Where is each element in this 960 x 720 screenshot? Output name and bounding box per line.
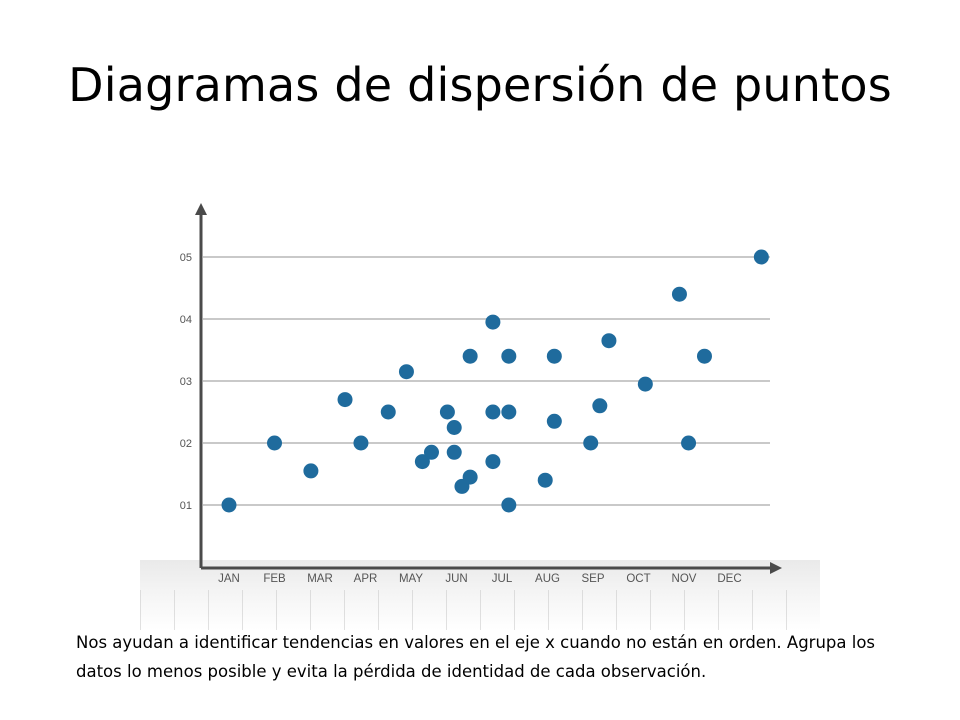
x-tick-label-jan: JAN [218, 573, 240, 585]
x-tick-label-jun: JUN [445, 573, 467, 585]
slide-title: Diagramas de dispersión de puntos [68, 58, 892, 112]
slide-caption: Nos ayudan a identificar tendencias en v… [76, 633, 876, 681]
scatter-point [446, 420, 462, 435]
x-tick-label-dec: DEC [717, 573, 741, 585]
scatter-point [337, 392, 353, 408]
scatter-point [546, 348, 562, 364]
x-tick-labels: JAN FEB MAR APR MAY JUN JUL AUG SEP OCT NOV DEC [218, 573, 742, 585]
scatter-point [537, 472, 553, 488]
y-tick-label: 05 [180, 252, 192, 264]
scatter-point [592, 398, 608, 414]
x-tick-label-oct: OCT [626, 573, 650, 585]
scatter-point [485, 454, 501, 470]
scatter-point [671, 286, 687, 302]
scatter-point [439, 404, 455, 420]
x-tick-label-mar: MAR [307, 573, 333, 585]
scatter-point [753, 249, 769, 265]
x-tick-label-jul: JUL [492, 573, 513, 585]
x-tick-label-may: MAY [399, 573, 423, 585]
y-tick-label: 02 [180, 438, 192, 450]
scatter-point [681, 435, 697, 451]
scatter-point [501, 497, 517, 513]
scatter-point [546, 413, 562, 429]
scatter-point [446, 444, 462, 460]
scatter-point [637, 376, 653, 392]
scatter-point [423, 444, 439, 460]
x-tick-label-apr: APR [354, 573, 378, 585]
scatter-point [303, 463, 319, 479]
x-tick-label-nov: NOV [672, 573, 697, 585]
scatter-point [501, 348, 517, 364]
scatter-point [462, 469, 478, 485]
scatter-point [414, 454, 430, 470]
scatter-point [267, 435, 282, 451]
scatter-point [485, 404, 501, 420]
grid-lines [203, 256, 770, 506]
y-tick-labels: 01 02 03 04 05 [180, 252, 192, 512]
scatter-point [398, 364, 414, 380]
scatter-point [485, 314, 501, 330]
data-points [221, 249, 769, 513]
x-tick-label-sep: SEP [581, 573, 604, 585]
y-tick-label: 01 [180, 500, 192, 512]
scatter-point [501, 404, 517, 420]
scatter-point [221, 497, 237, 513]
x-axis-arrow [770, 562, 782, 574]
y-axis-arrow [195, 203, 207, 215]
axes [195, 203, 782, 574]
scatter-point [583, 435, 599, 451]
scatter-point [696, 348, 712, 364]
x-tick-label-aug: AUG [535, 573, 560, 585]
scatter-point [380, 404, 396, 420]
scatter-point [462, 348, 478, 364]
scatter-chart: 01 02 03 04 05 JAN FEB MAR APR MAY JUN JUL AUG SEP OC… [180, 203, 782, 585]
chart-floor-grid [140, 590, 820, 630]
y-tick-label: 04 [180, 314, 192, 326]
scatter-point [353, 435, 369, 451]
y-tick-label: 03 [180, 376, 192, 388]
x-tick-label-feb: FEB [263, 573, 286, 585]
scatter-point [601, 333, 617, 349]
